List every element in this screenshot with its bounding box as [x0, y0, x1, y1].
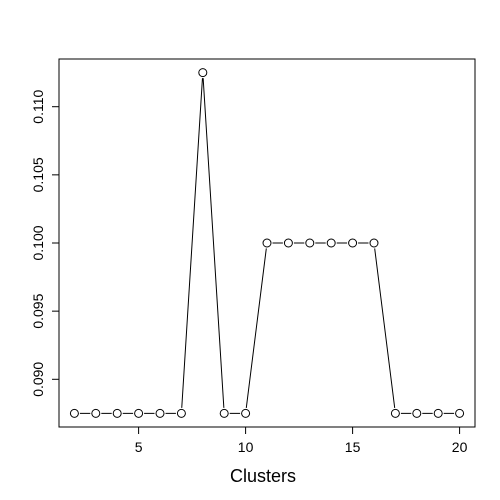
x-tick-label: 10 [238, 439, 254, 455]
x-tick-label: 5 [135, 439, 143, 455]
data-point [198, 68, 208, 78]
data-point [69, 408, 79, 418]
y-tick-label: 0.100 [30, 225, 46, 260]
data-point [134, 408, 144, 418]
y-tick-label: 0.090 [30, 362, 46, 397]
y-tick-label: 0.095 [30, 293, 46, 328]
data-point [219, 408, 229, 418]
data-point [91, 408, 101, 418]
data-point [241, 408, 251, 418]
data-point [412, 408, 422, 418]
x-tick-label: 15 [345, 439, 361, 455]
data-point [348, 238, 358, 248]
data-point [390, 408, 400, 418]
series-line [79, 78, 455, 414]
data-point [176, 408, 186, 418]
data-point [455, 408, 465, 418]
data-point [433, 408, 443, 418]
data-point [112, 408, 122, 418]
data-point [305, 238, 315, 248]
data-point [155, 408, 165, 418]
x-axis-label: Clusters [230, 466, 296, 486]
data-point [262, 238, 272, 248]
y-tick-label: 0.105 [30, 157, 46, 192]
x-tick-label: 20 [452, 439, 468, 455]
x-axis: 5 10 15 20 [135, 426, 468, 455]
data-point [326, 238, 336, 248]
data-point [369, 238, 379, 248]
y-tick-label: 0.110 [30, 89, 46, 123]
data-point [283, 238, 293, 248]
data-points [69, 68, 465, 418]
y-axis: 0.090 0.095 0.100 0.105 0.110 [30, 89, 60, 397]
